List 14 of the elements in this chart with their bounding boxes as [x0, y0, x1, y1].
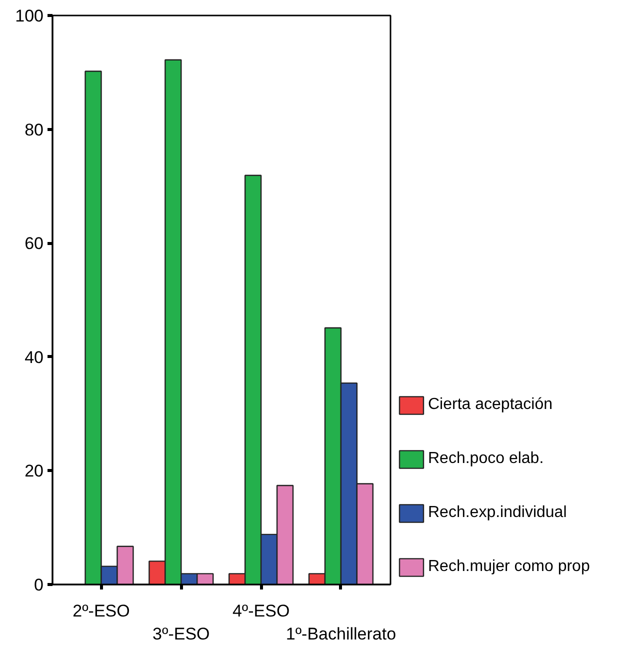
legend-label: Rech.poco elab.: [428, 450, 544, 468]
x-tick-label: 4º-ESO: [232, 602, 290, 620]
y-tick-label: 60: [24, 234, 44, 254]
y-tick-label: 80: [24, 120, 44, 140]
x-tick-label: 2º-ESO: [72, 602, 130, 620]
y-tick-label: 0: [34, 576, 44, 594]
legend-label: Rech.mujer como prop: [428, 558, 590, 576]
legend-label: Rech.exp.individual: [428, 504, 567, 522]
y-tick-label: 20: [24, 462, 44, 481]
y-tick-label: 40: [24, 348, 44, 367]
y-tick-label: 100: [15, 6, 44, 26]
x-tick-label: 3º-ESO: [152, 624, 210, 644]
legend-label: Cierta aceptación: [428, 396, 553, 414]
x-tick-label: 1º-Bachillerato: [286, 624, 396, 644]
